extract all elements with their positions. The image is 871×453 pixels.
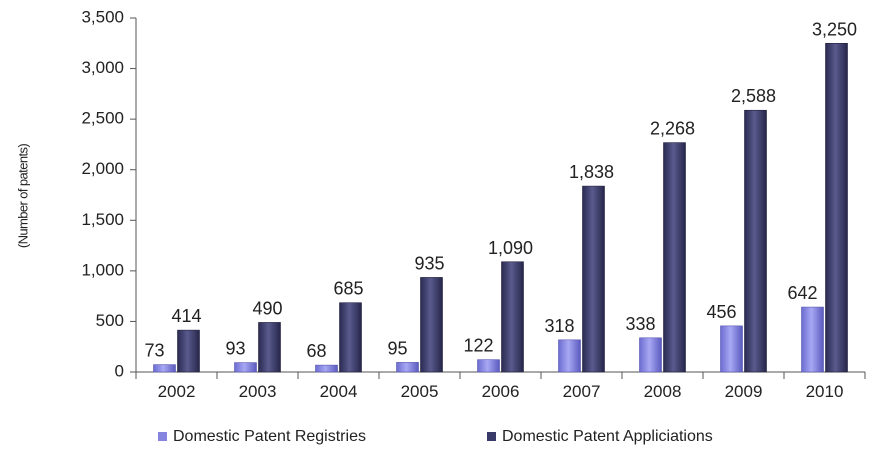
bars [153, 42, 848, 373]
bar-applications [258, 322, 281, 373]
data-label-applications: 2,268 [650, 119, 695, 139]
y-axis-title: (Number of patents) [15, 144, 30, 248]
bar-registries [720, 325, 743, 373]
data-label-registries: 122 [463, 336, 493, 356]
y-axis-title-text: (Number of patents) [15, 144, 30, 248]
data-label-registries: 338 [625, 314, 655, 334]
data-label-applications: 414 [171, 306, 201, 326]
x-tick-label: 2003 [239, 382, 277, 401]
bar-registries [396, 362, 419, 373]
y-tick-label: 1,500 [81, 210, 124, 229]
x-tick-label: 2006 [482, 382, 520, 401]
data-label-registries: 93 [225, 339, 245, 359]
legend-label: Domestic Patent Registries [173, 428, 366, 445]
y-tick-label: 3,000 [81, 58, 124, 77]
x-tick-label: 2009 [725, 382, 763, 401]
bar-applications [582, 185, 605, 373]
bar-applications [339, 302, 362, 373]
bar-applications [663, 142, 686, 373]
bar-registries [558, 339, 581, 373]
legend-label: Domestic Patent Appliciations [502, 428, 713, 445]
y-tick-label: 2,000 [81, 159, 124, 178]
bar-applications [825, 42, 848, 373]
bar-applications [744, 109, 767, 373]
bar-registries [315, 364, 338, 373]
data-label-registries: 73 [144, 341, 164, 361]
y-tick-label: 2,500 [81, 109, 124, 128]
y-axis: 0 500 1,000 1,500 2,000 2,500 3,000 3,500 [81, 7, 137, 380]
data-label-registries: 68 [306, 341, 326, 361]
bar-registries [234, 362, 257, 373]
x-tick-label: 2008 [644, 382, 682, 401]
x-tick-label: 2002 [158, 382, 196, 401]
y-tick-label: 500 [96, 311, 124, 330]
legend-swatch [158, 432, 167, 441]
data-labels: 73 414 93 490 68 685 95 935 122 1,090 318 1,838 338 2… [144, 19, 857, 361]
legend-swatch [487, 432, 496, 441]
y-tick-label: 3,500 [81, 7, 124, 26]
x-tick-label: 2004 [320, 382, 358, 401]
x-tick-label: 2010 [806, 382, 844, 401]
data-label-applications: 1,090 [488, 238, 533, 258]
data-label-applications: 490 [252, 298, 282, 318]
data-label-applications: 685 [333, 279, 363, 299]
data-label-registries: 642 [787, 283, 817, 303]
bar-registries [801, 306, 824, 373]
bar-applications [177, 329, 200, 373]
y-tick-label: 1,000 [81, 260, 124, 279]
data-label-applications: 935 [414, 253, 444, 273]
data-label-registries: 318 [544, 316, 574, 336]
data-label-registries: 95 [387, 338, 407, 358]
bar-registries [639, 337, 662, 373]
data-label-registries: 456 [706, 302, 736, 322]
x-tick-label: 2007 [563, 382, 601, 401]
bar-registries [477, 359, 500, 373]
bar-applications [501, 261, 524, 373]
data-label-applications: 3,250 [812, 19, 857, 39]
bar-applications [420, 277, 443, 373]
bar-registries [153, 364, 176, 373]
data-label-applications: 2,588 [731, 86, 776, 106]
data-label-applications: 1,838 [569, 162, 614, 182]
y-tick-label: 0 [115, 361, 124, 380]
x-tick-label: 2005 [401, 382, 439, 401]
legend: Domestic Patent Registries Domestic Paten… [158, 428, 713, 445]
x-axis: 2002 2003 2004 2005 2006 2007 2008 2009 2010 [135, 371, 866, 401]
